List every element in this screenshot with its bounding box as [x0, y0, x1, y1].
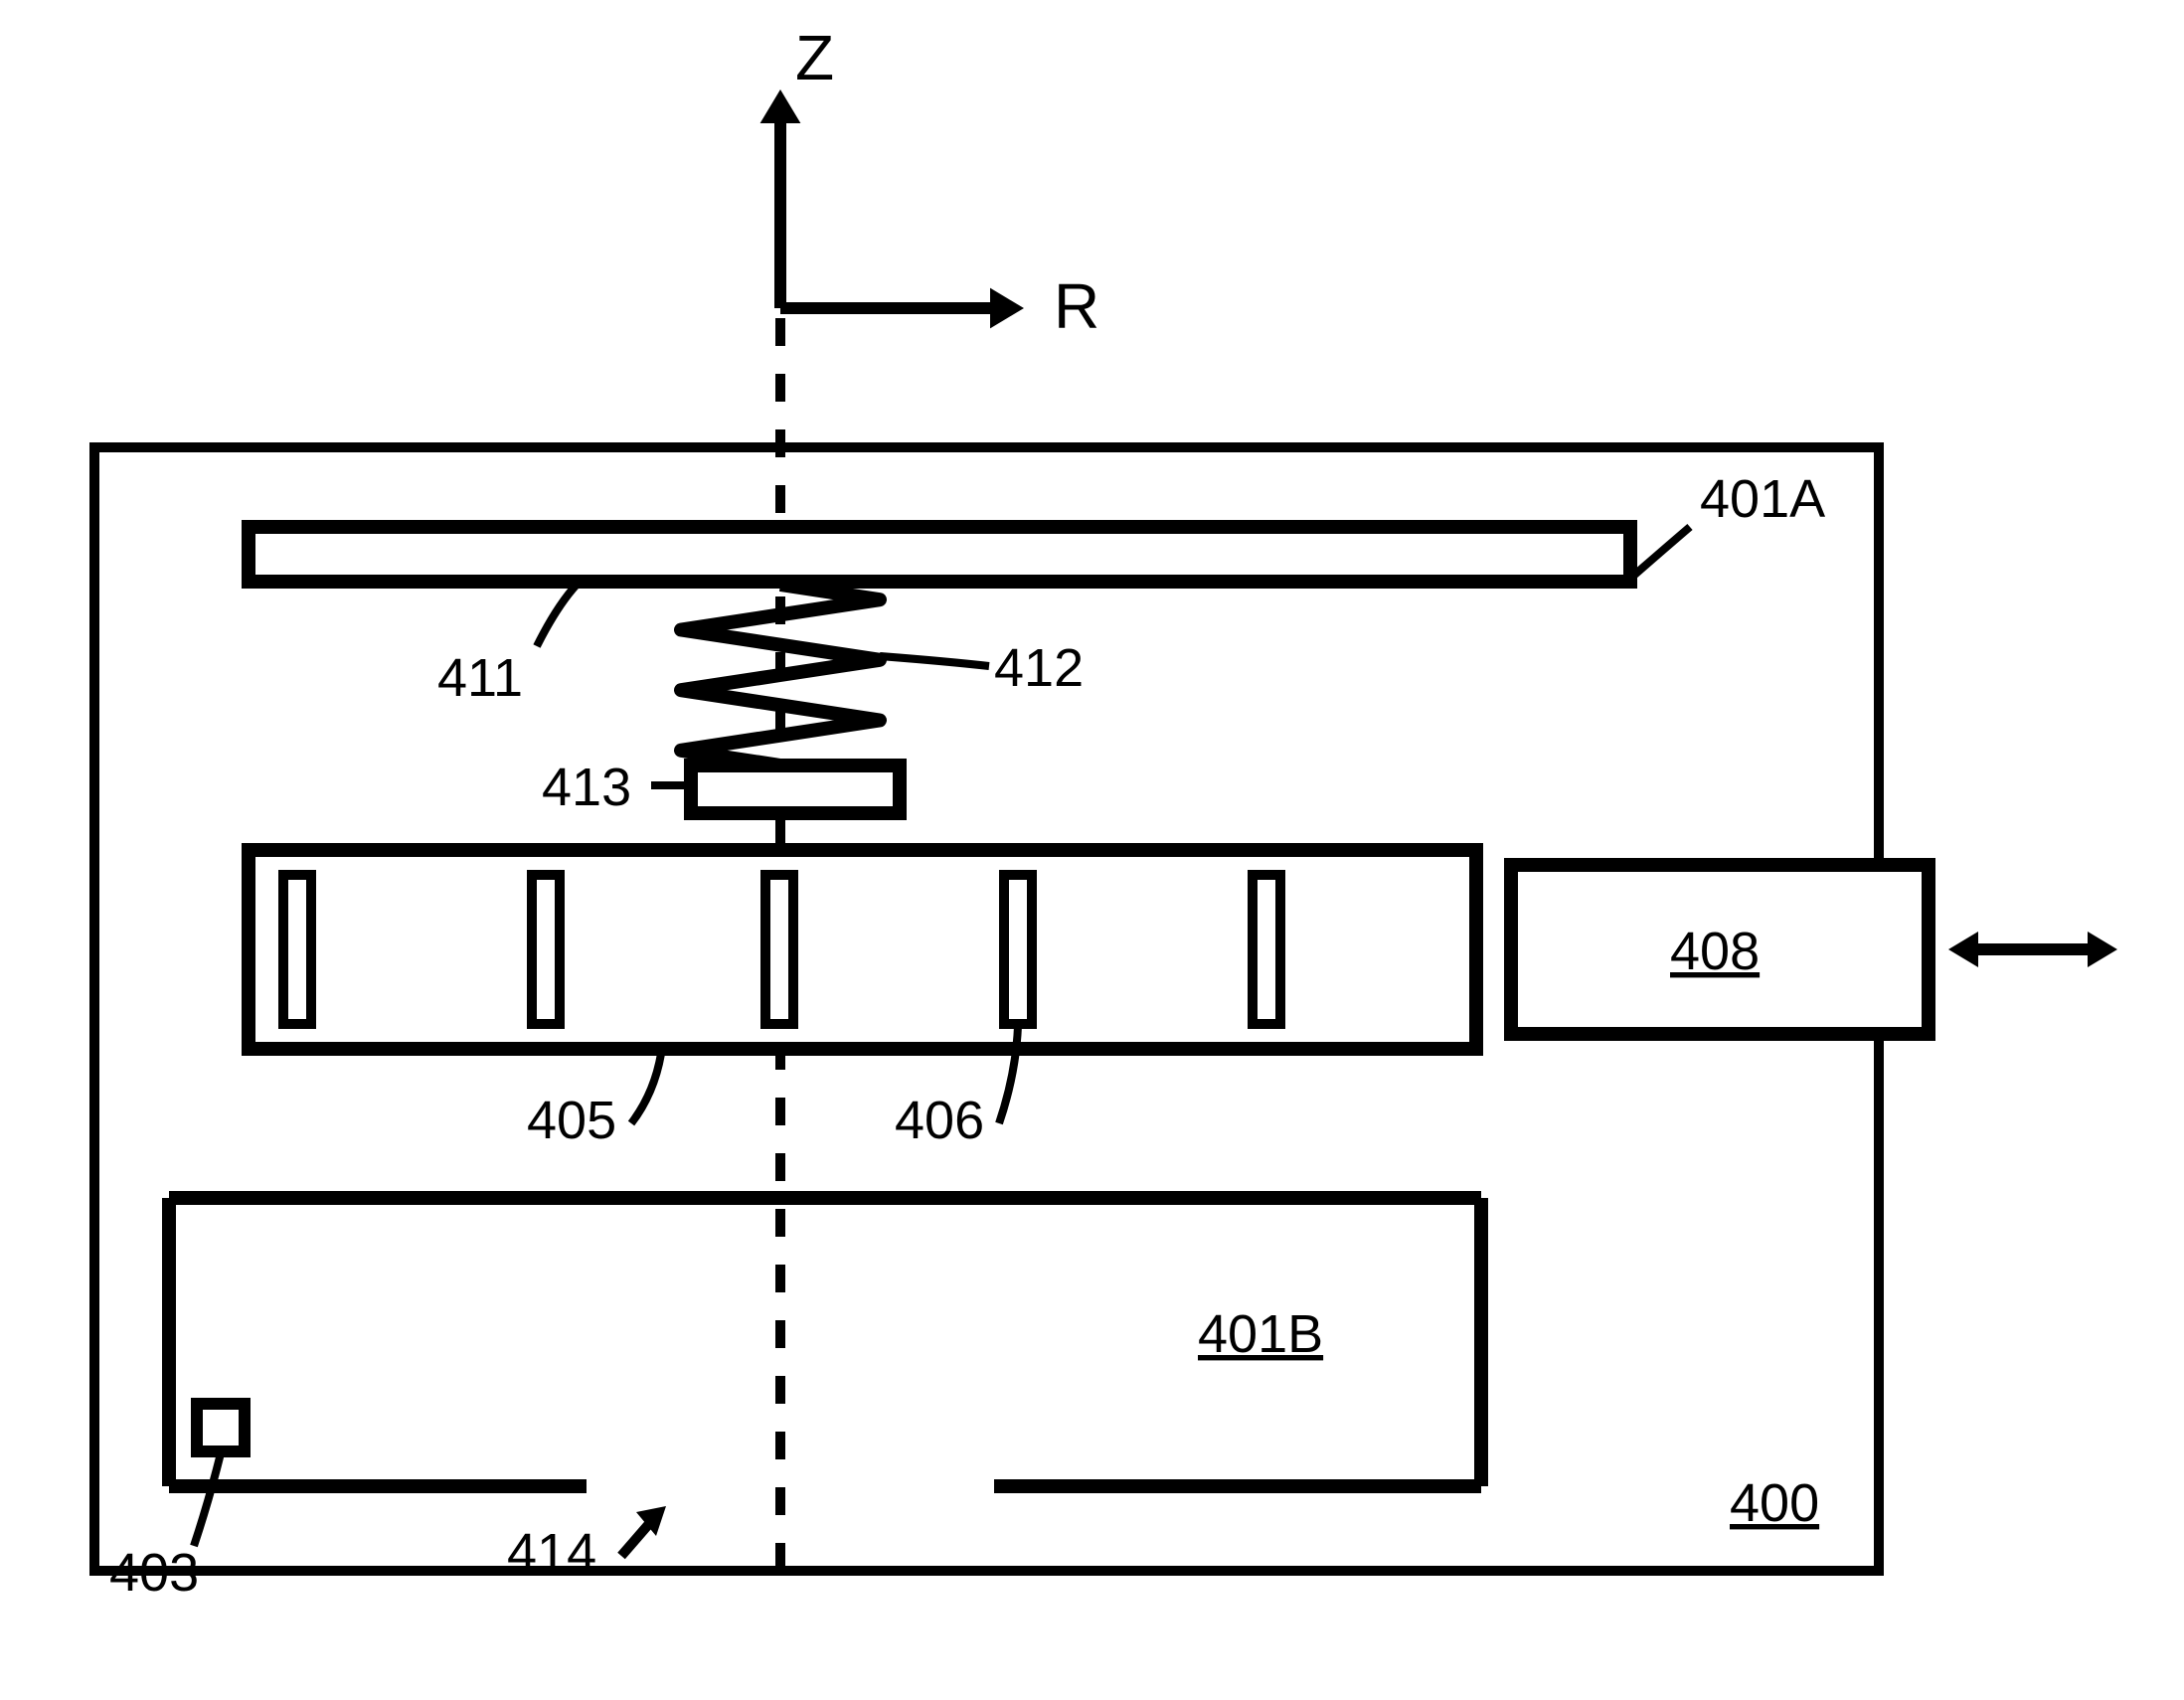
label-406: 406 [895, 1091, 984, 1150]
spring [681, 585, 880, 765]
label-414: 414 [507, 1523, 596, 1583]
label-403: 403 [109, 1543, 199, 1603]
carrier-slot [765, 875, 793, 1024]
axis-z-label: Z [795, 22, 834, 93]
label-408: 408 [1670, 922, 1760, 981]
technical-diagram: 400 Z R 401A 411 412 413 405 406 408 401B 403 414 [0, 0, 2184, 1700]
axis-r-label: R [1054, 270, 1099, 342]
label-411: 411 [437, 648, 523, 708]
label-401a: 401A [1700, 469, 1825, 529]
label-400: 400 [1730, 1473, 1819, 1533]
label-405: 405 [527, 1091, 616, 1150]
label-413: 413 [542, 758, 631, 817]
carrier [249, 850, 1476, 1049]
carrier-slot [1004, 875, 1032, 1024]
carrier-slot [532, 875, 560, 1024]
sensor-403 [197, 1404, 245, 1451]
label-401b: 401B [1198, 1304, 1323, 1364]
svg-text:400: 400 [1730, 1473, 1819, 1533]
carrier-slot [283, 875, 311, 1024]
block-413 [691, 765, 900, 813]
carrier-slot [1253, 875, 1280, 1024]
top-plate [249, 527, 1630, 582]
label-412: 412 [994, 638, 1084, 698]
